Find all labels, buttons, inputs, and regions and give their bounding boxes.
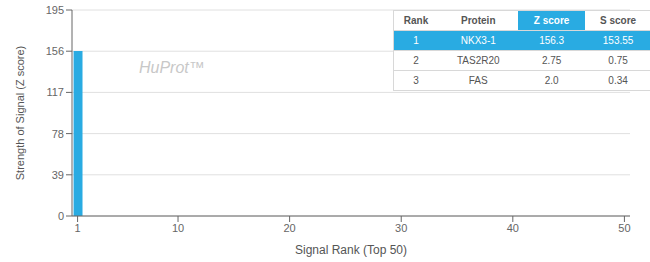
html-text:0.34: 0.34: [608, 75, 628, 86]
svg-text:Signal Rank (Top 50): Signal Rank (Top 50): [295, 243, 407, 257]
html-text:Rank: Rank: [403, 15, 429, 26]
svg-text:117: 117: [46, 86, 64, 98]
html-text:3: 3: [413, 75, 419, 86]
html-text:2: 2: [413, 55, 419, 66]
html-text:TAS2R20: TAS2R20: [457, 55, 500, 66]
html-text:2.0: 2.0: [544, 75, 559, 86]
html-text:HuProt™: HuProt™: [139, 58, 205, 76]
svg-text:78: 78: [52, 128, 64, 140]
svg-text:30: 30: [395, 222, 407, 234]
svg-text:39: 39: [52, 169, 64, 181]
html-text:S score: S score: [600, 15, 637, 26]
html-text:FAS: FAS: [468, 75, 488, 86]
svg-text:40: 40: [507, 222, 519, 234]
html-text:2.75: 2.75: [541, 55, 562, 66]
html-text:Protein: Protein: [461, 15, 496, 26]
html-text:NKX3-1: NKX3-1: [460, 35, 496, 46]
html-text:156.3: 156.3: [539, 35, 565, 46]
html-text:153.55: 153.55: [602, 35, 634, 46]
svg-text:50: 50: [618, 222, 630, 234]
svg-text:156: 156: [46, 45, 64, 57]
svg-text:1: 1: [75, 222, 81, 234]
svg-text:20: 20: [283, 222, 295, 234]
html-text:0.75: 0.75: [608, 55, 628, 66]
html-text:1: 1: [413, 35, 419, 46]
svg-text:10: 10: [172, 222, 184, 234]
svg-text:0: 0: [58, 210, 64, 222]
svg-text:Strength of Signal (Z score): Strength of Signal (Z score): [14, 46, 26, 181]
svg-text:195: 195: [46, 4, 64, 16]
html-text:Z score: Z score: [533, 15, 570, 26]
